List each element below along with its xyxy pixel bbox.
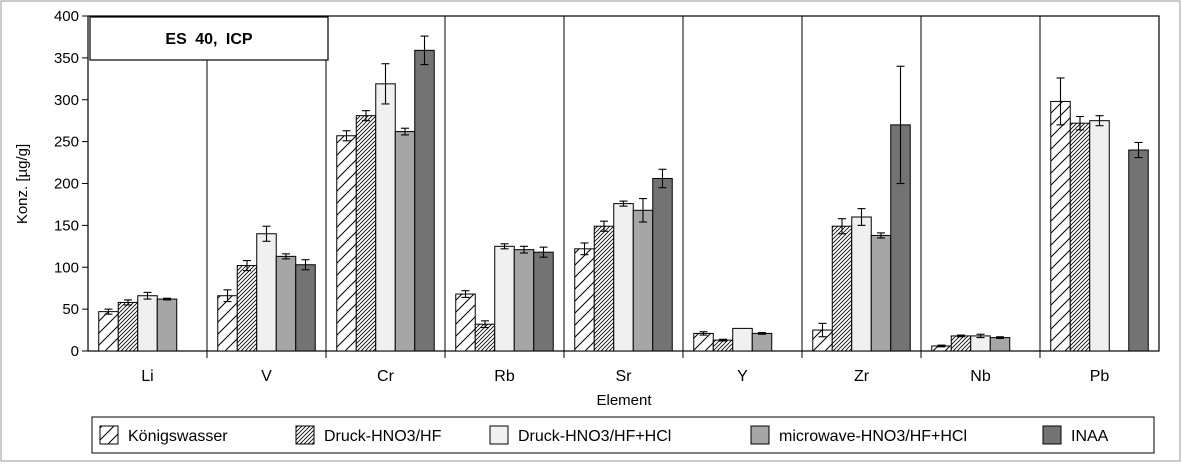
bar <box>533 251 554 352</box>
y-tick-label: 250 <box>54 134 79 151</box>
x-tick-label: V <box>261 368 272 385</box>
y-tick-label: 100 <box>54 259 79 276</box>
bar <box>236 265 258 352</box>
bar <box>732 327 753 352</box>
x-tick-label: Zr <box>854 368 870 385</box>
bar <box>355 115 377 352</box>
bar <box>1128 149 1149 352</box>
legend-label: Druck-HNO3/HF+HCl <box>518 428 671 445</box>
y-tick-label: 150 <box>54 217 79 234</box>
bar <box>751 332 773 352</box>
legend-swatch <box>489 425 509 445</box>
bar <box>156 298 178 352</box>
x-tick-label: Nb <box>970 368 991 385</box>
y-tick-label: 200 <box>54 176 79 193</box>
legend-frame <box>91 416 1155 454</box>
title-box-frame <box>89 16 329 61</box>
y-tick-label: 300 <box>54 92 79 109</box>
bar <box>455 293 476 352</box>
bar <box>117 301 139 352</box>
bar <box>851 216 872 352</box>
legend-label: INAA <box>1071 428 1109 445</box>
bar <box>256 233 277 352</box>
bar <box>494 245 515 352</box>
bar <box>831 225 853 352</box>
legend-swatch <box>99 425 119 445</box>
legend-label: microwave-HNO3/HF+HCl <box>779 428 967 445</box>
bar <box>474 323 496 352</box>
y-tick-label: 350 <box>54 50 79 67</box>
legend: Königswasser Druck-HNO3/HF Druck-HNO3/HF+H… <box>91 416 1155 454</box>
bar <box>137 295 158 352</box>
bar <box>970 335 991 352</box>
bar <box>613 203 634 352</box>
bar <box>574 248 595 352</box>
y-tick-label: 0 <box>71 343 79 360</box>
legend-swatch <box>1042 425 1062 445</box>
legend-label: Druck-HNO3/HF <box>324 428 442 445</box>
bar <box>712 339 734 352</box>
bar <box>98 311 119 352</box>
bar <box>652 177 673 352</box>
bar <box>336 135 357 352</box>
bar <box>1089 120 1110 352</box>
y-axis-label: Konz. [µg/g] <box>14 144 31 224</box>
x-tick-label: Li <box>141 368 153 385</box>
bar <box>513 249 535 352</box>
bar <box>693 332 714 352</box>
bar <box>632 209 654 352</box>
bar <box>295 264 316 352</box>
bar <box>593 225 615 352</box>
legend-swatch <box>750 425 770 445</box>
bar <box>375 83 396 352</box>
x-tick-label: Pb <box>1090 368 1110 385</box>
plot-area: 0 50 100 150 200 250 300 350 400 Li V Cr Rb Sr Y Zr Nb Pb <box>54 8 1160 385</box>
x-tick-label: Y <box>737 368 748 385</box>
chart-title: ES 40, ICP <box>165 31 252 48</box>
bar <box>275 255 297 352</box>
x-tick-label: Sr <box>616 368 633 385</box>
bar <box>414 49 435 352</box>
y-tick-label: 400 <box>54 8 79 25</box>
bar <box>394 131 416 352</box>
bar <box>989 337 1011 352</box>
bar <box>217 295 238 352</box>
title-box: ES 40, ICP <box>89 16 329 61</box>
bar <box>1069 122 1091 352</box>
bar <box>1050 100 1071 352</box>
legend-label: Königswasser <box>128 428 228 445</box>
bar <box>950 335 972 352</box>
x-tick-label: Rb <box>494 368 515 385</box>
bar <box>870 234 892 352</box>
x-axis-label: Element <box>596 392 652 409</box>
x-tick-label: Cr <box>377 368 395 385</box>
y-tick-label: 50 <box>62 301 79 318</box>
legend-swatch <box>295 425 315 445</box>
